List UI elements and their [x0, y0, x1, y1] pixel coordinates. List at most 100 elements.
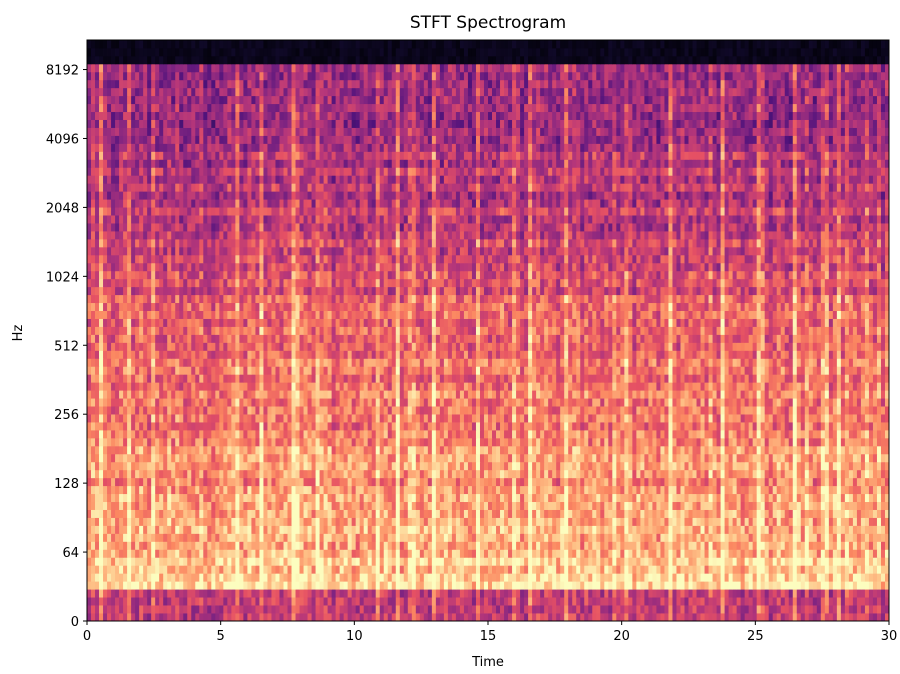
spectrogram-cell	[311, 605, 316, 614]
spectrogram-cell	[115, 605, 120, 614]
spectrogram-cell	[628, 517, 633, 526]
spectrogram-cell	[780, 453, 786, 463]
spectrogram-cell	[884, 509, 890, 518]
spectrogram-cell	[812, 445, 818, 455]
spectrogram-cell	[884, 453, 890, 463]
spectrogram-cell	[856, 422, 862, 431]
spectrogram-cell	[147, 525, 152, 534]
spectrogram-cell	[824, 461, 830, 471]
spectrogram-cell	[576, 501, 581, 510]
spectrogram-cell	[211, 613, 216, 622]
spectrogram-cell	[451, 445, 457, 455]
spectrogram-cell	[744, 485, 750, 495]
spectrogram-cell	[812, 613, 818, 622]
spectrogram-cell	[632, 597, 637, 606]
spectrogram-cell	[363, 477, 369, 487]
spectrogram-cell	[604, 485, 609, 495]
spectrogram-cell	[131, 461, 136, 471]
spectrogram-cell	[255, 565, 260, 574]
spectrogram-cell	[600, 557, 605, 566]
spectrogram-cell	[560, 581, 565, 590]
spectrogram-cell	[760, 597, 766, 606]
spectrogram-cell	[111, 613, 116, 622]
spectrogram-cell	[604, 565, 609, 574]
spectrogram-cell	[760, 541, 766, 550]
spectrogram-cell	[199, 525, 204, 534]
spectrogram-cell	[516, 557, 521, 566]
spectrogram-cell	[479, 493, 485, 503]
spectrogram-cell	[692, 533, 697, 542]
spectrogram-cell	[652, 565, 657, 574]
spectrogram-cell	[263, 422, 268, 431]
spectrogram-cell	[832, 525, 838, 534]
spectrogram-cell	[712, 477, 717, 487]
spectrogram-cell	[271, 581, 276, 590]
spectrogram-cell	[359, 549, 365, 558]
spectrogram-cell	[792, 501, 798, 510]
spectrogram-cell	[307, 429, 312, 439]
spectrogram-cell	[708, 565, 713, 574]
spectrogram-cell	[331, 493, 337, 503]
spectrogram-cell	[347, 453, 353, 463]
spectrogram-cell	[331, 541, 337, 550]
spectrogram-cell	[263, 533, 268, 542]
spectrogram-cell	[800, 533, 806, 542]
spectrogram-cell	[804, 581, 810, 590]
spectrogram-cell	[568, 605, 573, 614]
spectrogram-cell	[576, 477, 581, 487]
spectrogram-cell	[323, 509, 328, 518]
spectrogram-cell	[688, 597, 693, 606]
spectrogram-cell	[463, 573, 469, 582]
spectrogram-cell	[195, 541, 200, 550]
spectrogram-cell	[275, 589, 280, 598]
spectrogram-cell	[103, 597, 108, 606]
spectrogram-cell	[792, 493, 798, 503]
spectrogram-cell	[624, 509, 629, 518]
spectrogram-cell	[824, 453, 830, 463]
spectrogram-cell	[419, 501, 425, 510]
spectrogram-cell	[664, 605, 669, 614]
spectrogram-cell	[824, 445, 830, 455]
spectrogram-cell	[732, 461, 738, 471]
spectrogram-cell	[431, 557, 437, 566]
spectrogram-cell	[756, 429, 762, 439]
spectrogram-cell	[311, 469, 316, 479]
spectrogram-cell	[267, 557, 272, 566]
spectrogram-cell	[439, 541, 445, 550]
spectrogram-cell	[844, 573, 850, 582]
spectrogram-cell	[267, 589, 272, 598]
spectrogram-cell	[447, 581, 453, 590]
spectrogram-cell	[816, 445, 822, 455]
spectrogram-cell	[399, 437, 405, 447]
spectrogram-cell	[203, 525, 208, 534]
spectrogram-cell	[275, 453, 280, 463]
spectrogram-cell	[307, 565, 312, 574]
spectrogram-cell	[576, 469, 581, 479]
spectrogram-cell	[255, 469, 260, 479]
spectrogram-cell	[171, 517, 176, 526]
spectrogram-cell	[295, 485, 300, 495]
spectrogram-cell	[504, 429, 509, 439]
spectrogram-cell	[672, 581, 677, 590]
spectrogram-cell	[251, 573, 256, 582]
spectrogram-cell	[251, 501, 256, 510]
spectrogram-cell	[836, 437, 842, 447]
spectrogram-cell	[115, 565, 120, 574]
spectrogram-cell	[492, 485, 497, 495]
spectrogram-cell	[483, 597, 489, 606]
spectrogram-cell	[335, 589, 341, 598]
spectrogram-cell	[500, 549, 505, 558]
spectrogram-cell	[644, 597, 649, 606]
spectrogram-cell	[99, 453, 104, 463]
spectrogram-cell	[123, 469, 128, 479]
spectrogram-cell	[860, 445, 866, 455]
spectrogram-cell	[536, 422, 541, 431]
spectrogram-cell	[812, 573, 818, 582]
spectrogram-cell	[740, 589, 746, 598]
spectrogram-cell	[467, 557, 473, 566]
spectrogram-cell	[135, 437, 140, 447]
spectrogram-cell	[187, 461, 192, 471]
spectrogram-cell	[828, 461, 834, 471]
spectrogram-cell	[628, 493, 633, 503]
spectrogram-cell	[504, 509, 509, 518]
